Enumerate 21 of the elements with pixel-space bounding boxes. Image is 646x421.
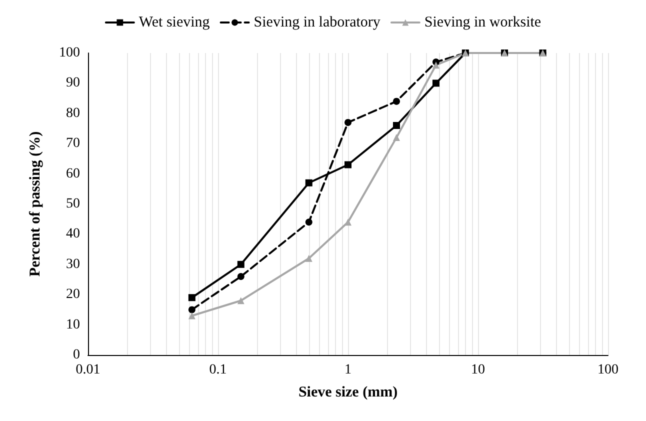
x-tick-label: 100 xyxy=(598,362,618,378)
y-tick-label: 90 xyxy=(66,76,80,91)
x-tick-label: 10 xyxy=(471,362,485,378)
y-tick-label: 60 xyxy=(66,166,80,182)
legend-label: Sieving in worksite xyxy=(424,14,542,30)
legend-label: Wet sieving xyxy=(138,14,210,30)
y-tick-label: 10 xyxy=(66,317,80,332)
y-tick-label: 30 xyxy=(66,256,80,272)
y-tick-label: 0 xyxy=(73,348,80,362)
legend-label: Sieving in laboratory xyxy=(254,14,381,30)
y-tick-label: 70 xyxy=(66,136,80,152)
y-tick-label: 20 xyxy=(66,287,80,302)
x-tick-label: 0.01 xyxy=(76,362,100,378)
x-axis-title: Sieve size (mm) xyxy=(298,384,398,400)
y-axis-title: Percent of passing (%) xyxy=(28,131,44,277)
y-tick-label: 100 xyxy=(59,46,80,60)
y-tick-label: 80 xyxy=(66,106,80,121)
x-tick-label: 1 xyxy=(344,362,352,378)
x-tick-label: 0.1 xyxy=(209,362,227,378)
y-tick-label: 50 xyxy=(66,196,80,212)
y-tick-label: 40 xyxy=(66,226,80,242)
